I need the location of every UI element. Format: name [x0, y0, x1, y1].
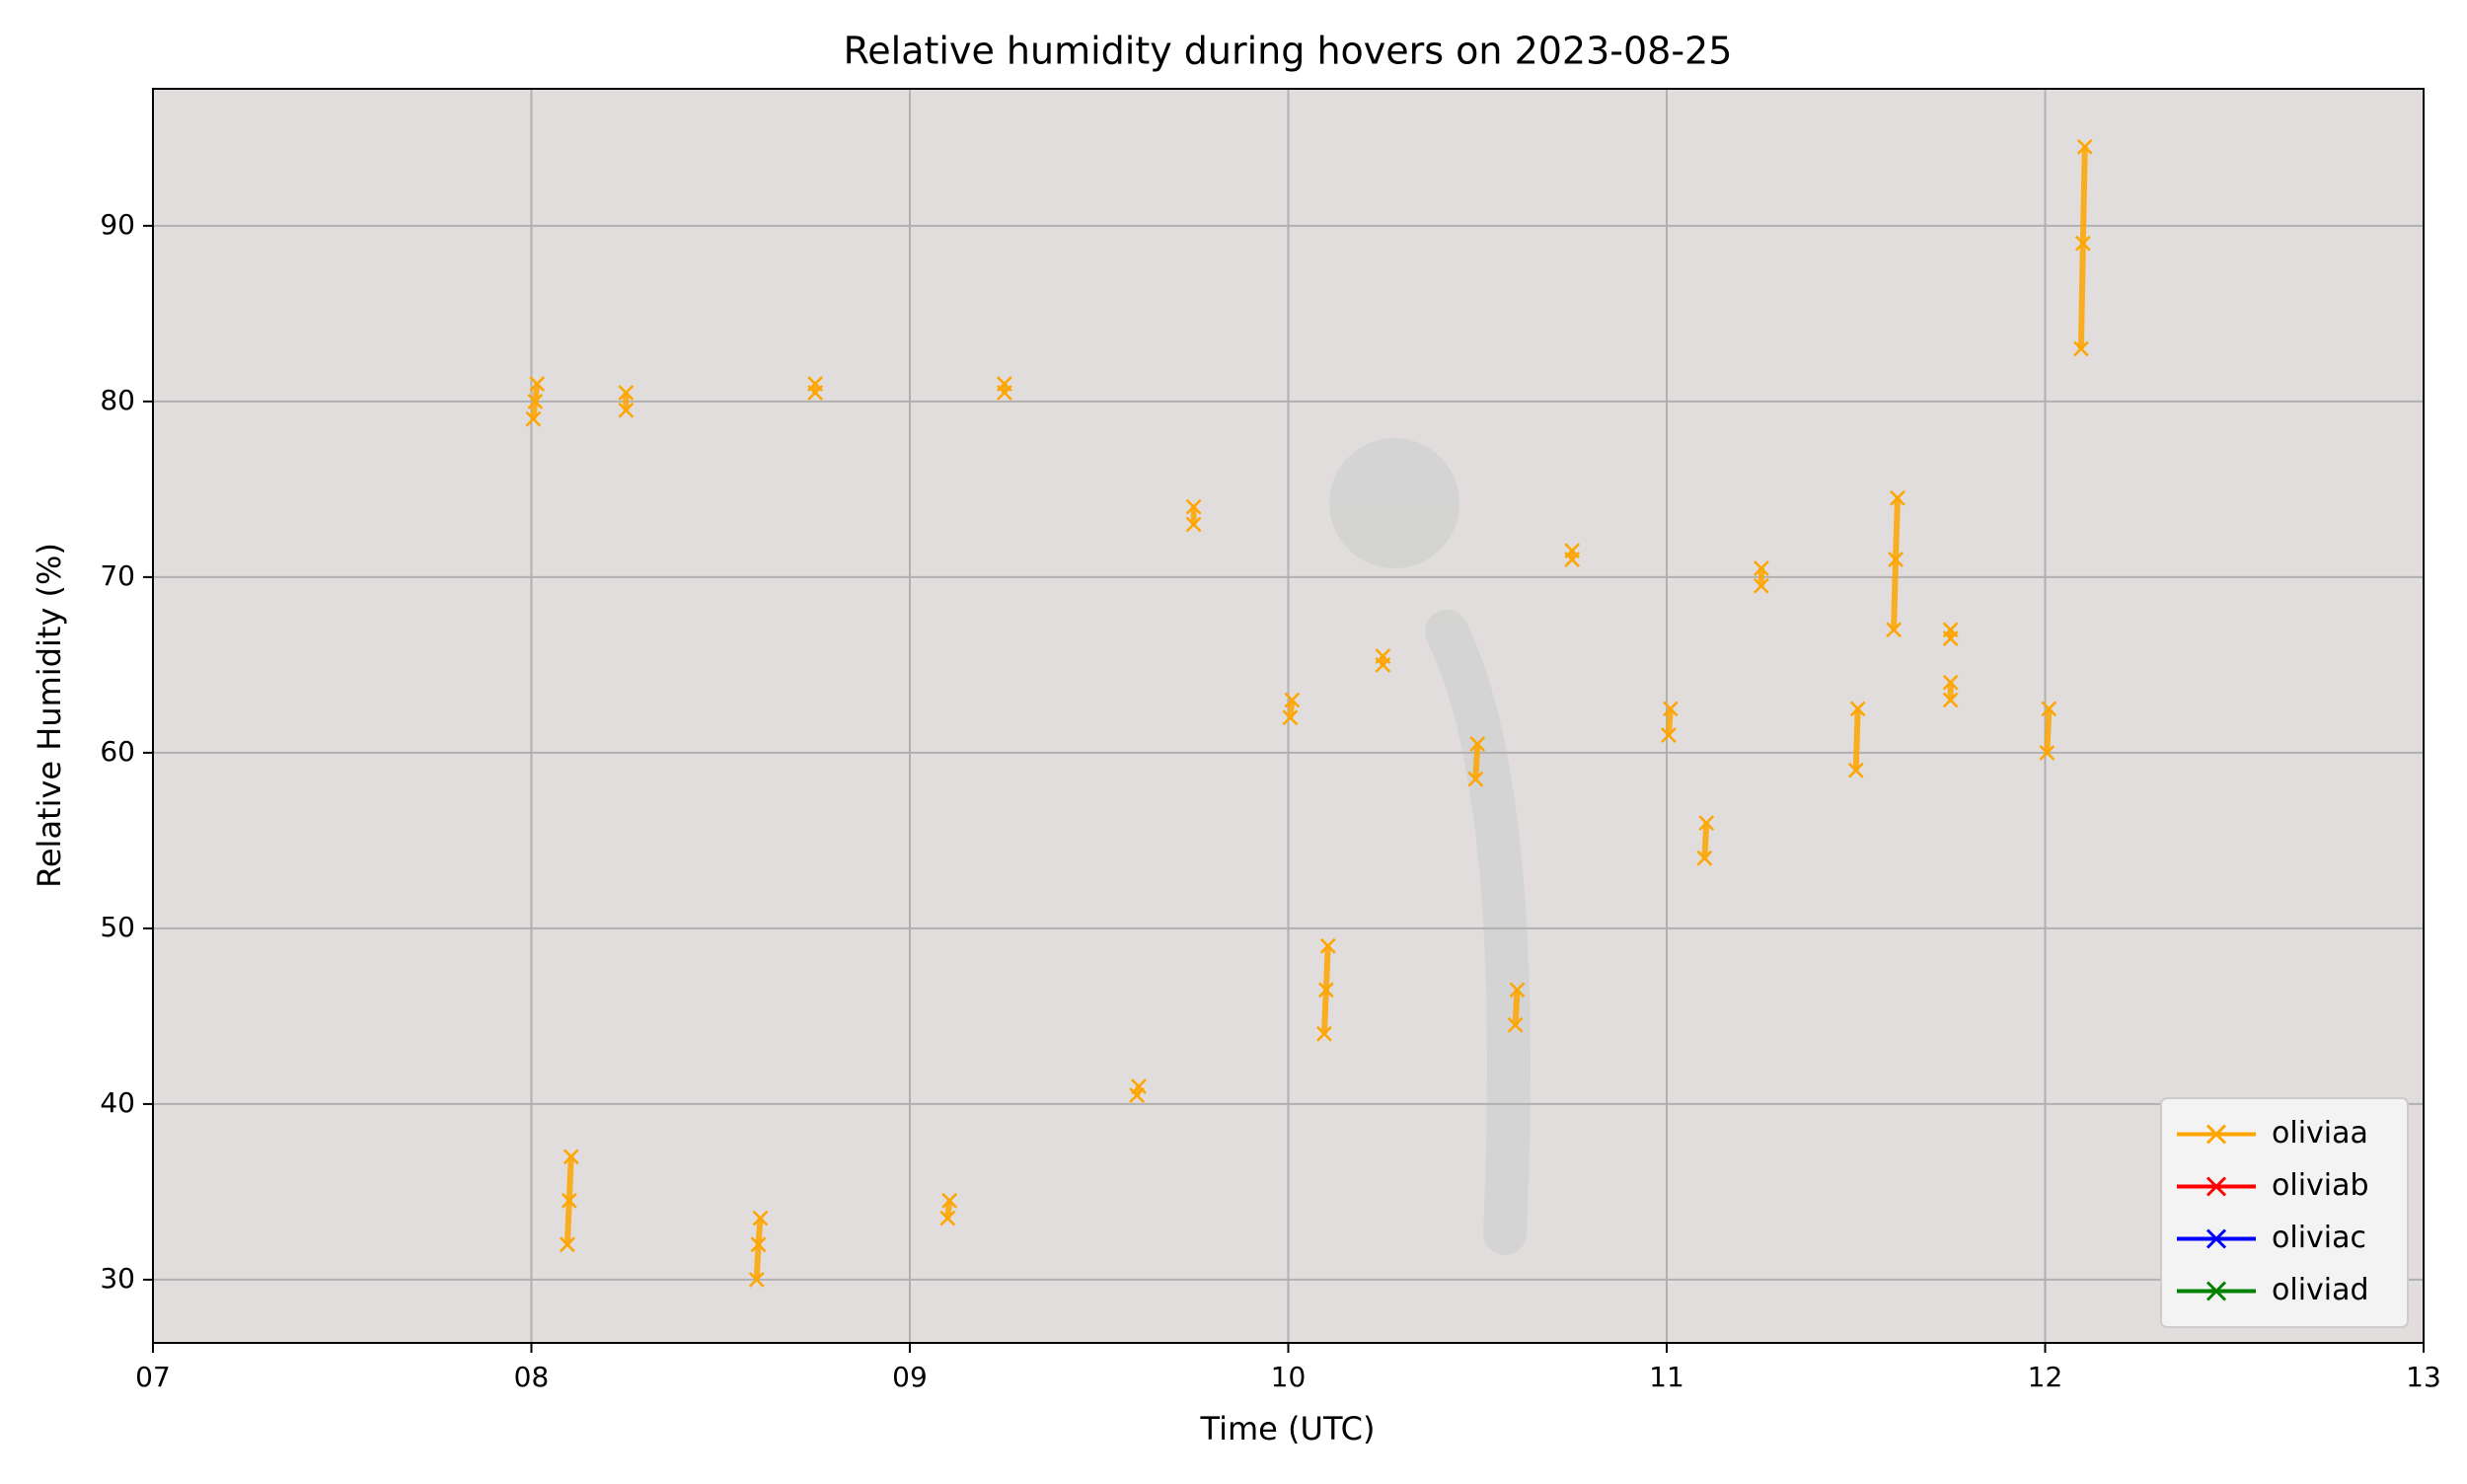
y-tick-label: 30 — [100, 1262, 135, 1295]
marker — [1185, 498, 1202, 515]
series-line — [1891, 497, 1901, 631]
marker — [941, 1192, 958, 1209]
marker — [1847, 762, 1864, 779]
marker — [1375, 648, 1391, 664]
marker — [525, 410, 542, 427]
legend-label: oliviad — [2272, 1273, 2369, 1307]
marker — [939, 1210, 956, 1226]
marker — [1890, 489, 1906, 506]
legend-marker — [2205, 1228, 2227, 1249]
marker — [1282, 709, 1299, 726]
legend-label: oliviac — [2272, 1221, 2366, 1255]
series-line — [1512, 990, 1521, 1025]
marker — [1698, 815, 1715, 831]
series-line — [944, 1200, 953, 1219]
legend-marker — [2205, 1176, 2227, 1197]
marker — [1942, 674, 1959, 691]
series-line — [2077, 146, 2088, 349]
series-line — [753, 1218, 764, 1281]
chart-title: Relative humidity during hovers on 2023-… — [844, 30, 1733, 73]
x-axis-label: Time (UTC) — [1200, 1410, 1376, 1447]
x-tick-label: 12 — [2028, 1361, 2063, 1393]
marker — [807, 376, 824, 392]
marker — [1316, 1025, 1332, 1042]
marker — [560, 1236, 575, 1253]
marker — [1507, 1016, 1524, 1033]
marker — [1886, 622, 1902, 638]
legend-box — [2160, 1097, 2409, 1328]
marker — [1509, 982, 1526, 999]
series-line — [1287, 700, 1296, 718]
marker — [1131, 1078, 1147, 1094]
marker — [1942, 622, 1959, 638]
y-tick-label: 60 — [100, 735, 135, 768]
x-tick-label: 10 — [1271, 1361, 1307, 1393]
marker — [1753, 577, 1769, 594]
marker — [1185, 516, 1202, 533]
y-tick-label: 50 — [100, 911, 135, 943]
legend-label: oliviaa — [2272, 1116, 2368, 1150]
y-tick-label: 70 — [100, 559, 135, 592]
legend-marker — [2205, 1281, 2227, 1301]
marker — [996, 376, 1012, 392]
marker — [1317, 982, 1334, 999]
y-tick-label: 90 — [100, 208, 135, 241]
marker — [2041, 701, 2057, 717]
marker — [1564, 543, 1581, 559]
series-line — [1852, 708, 1861, 771]
marker — [1696, 850, 1713, 866]
marker — [1942, 692, 1959, 708]
marker — [1661, 727, 1677, 743]
x-tick-label: 13 — [2406, 1361, 2441, 1393]
marker — [1753, 560, 1769, 576]
y-tick-label: 40 — [100, 1086, 135, 1119]
marker — [561, 1192, 577, 1209]
watermark — [1329, 438, 1532, 1255]
marker — [1284, 692, 1301, 708]
x-tick-label: 07 — [135, 1361, 171, 1393]
series-line — [1701, 822, 1710, 858]
x-tick-label: 09 — [892, 1361, 928, 1393]
legend-label: oliviab — [2272, 1168, 2369, 1203]
marker — [1469, 736, 1486, 752]
series-line — [1472, 743, 1481, 779]
series-line — [1665, 708, 1674, 736]
marker — [1319, 937, 1336, 954]
marker — [748, 1272, 765, 1288]
marker — [529, 376, 546, 392]
marker — [2073, 340, 2089, 357]
marker — [562, 1149, 579, 1165]
legend-marker — [2205, 1124, 2227, 1145]
marker — [750, 1236, 767, 1253]
marker — [752, 1210, 769, 1226]
x-tick-label: 08 — [514, 1361, 550, 1393]
y-axis-label: Relative Humidity (%) — [31, 543, 68, 888]
marker — [2076, 138, 2093, 155]
y-tick-label: 80 — [100, 384, 135, 416]
marker — [1849, 701, 1866, 717]
marker — [1662, 701, 1679, 717]
marker — [2039, 744, 2056, 761]
marker — [1467, 771, 1484, 787]
marker — [527, 393, 544, 409]
marker — [618, 385, 635, 401]
marker — [1888, 552, 1904, 567]
x-tick-label: 11 — [1649, 1361, 1684, 1393]
marker — [2074, 235, 2091, 252]
series-line — [2044, 708, 2053, 754]
marker — [618, 402, 635, 418]
